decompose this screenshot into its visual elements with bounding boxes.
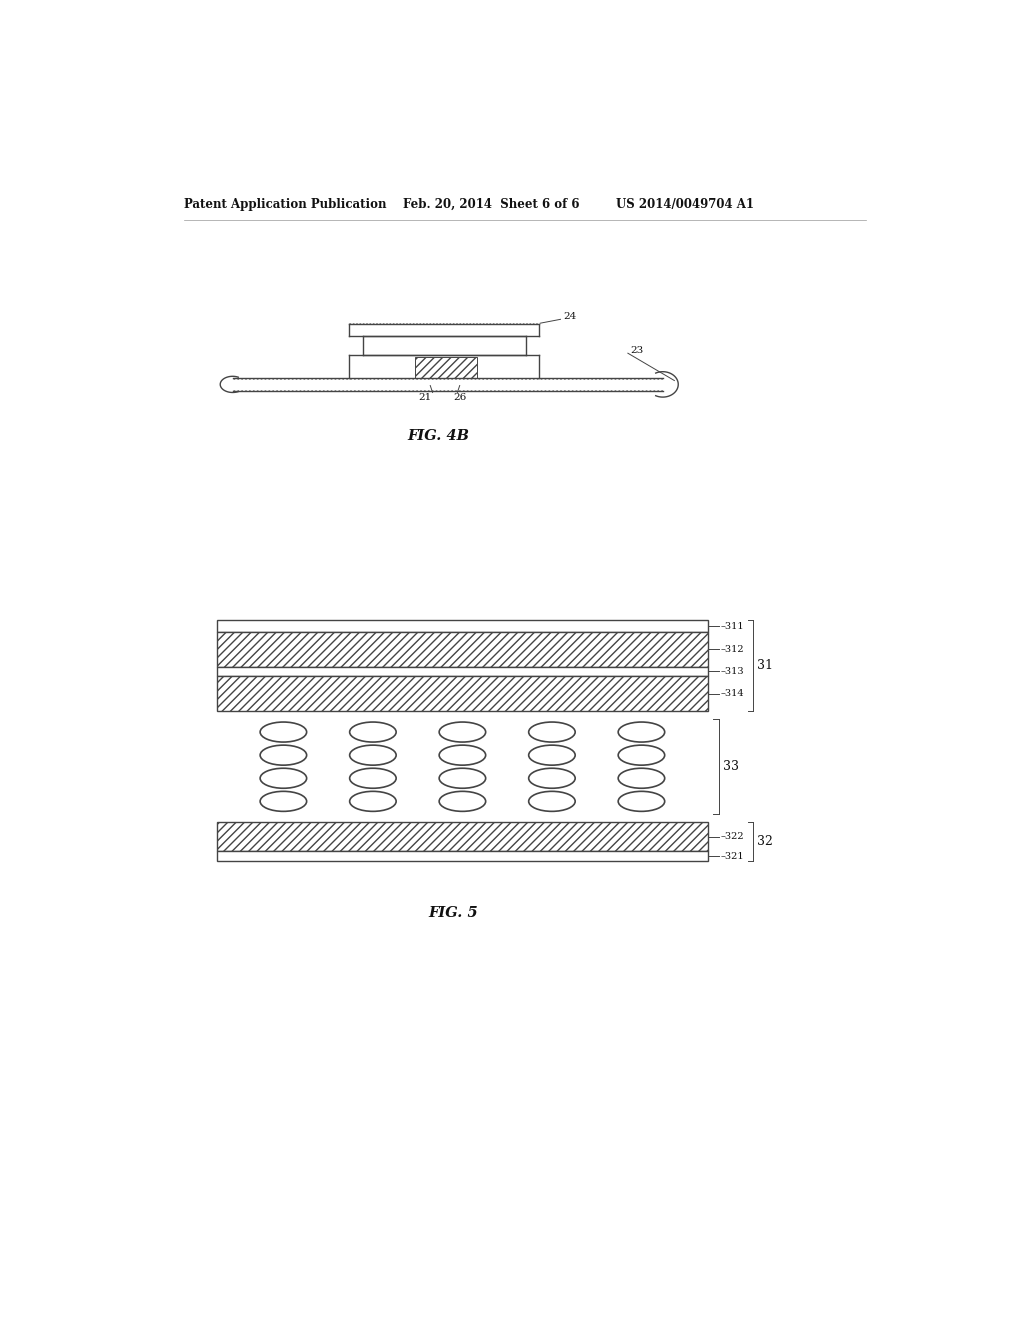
Text: –322: –322: [721, 833, 744, 841]
Ellipse shape: [439, 792, 485, 812]
Ellipse shape: [349, 722, 396, 742]
Text: US 2014/0049704 A1: US 2014/0049704 A1: [616, 198, 755, 211]
Ellipse shape: [349, 744, 396, 766]
Text: Feb. 20, 2014  Sheet 6 of 6: Feb. 20, 2014 Sheet 6 of 6: [403, 198, 580, 211]
Text: 24: 24: [563, 312, 577, 321]
Text: 33: 33: [723, 760, 739, 774]
Bar: [415, 358, 477, 378]
Text: FIG. 5: FIG. 5: [429, 906, 478, 920]
Bar: [217, 822, 708, 851]
Text: –312: –312: [721, 644, 744, 653]
Ellipse shape: [528, 744, 575, 766]
Text: FIG. 4B: FIG. 4B: [407, 429, 469, 442]
Text: –314: –314: [721, 689, 744, 698]
Bar: [217, 632, 708, 667]
Text: 26: 26: [453, 392, 466, 401]
Ellipse shape: [439, 744, 485, 766]
Ellipse shape: [260, 722, 306, 742]
Text: –313: –313: [721, 667, 744, 676]
Ellipse shape: [618, 792, 665, 812]
Text: 23: 23: [630, 346, 643, 355]
Ellipse shape: [618, 722, 665, 742]
Ellipse shape: [439, 768, 485, 788]
Text: 31: 31: [757, 659, 772, 672]
Bar: [217, 851, 708, 861]
Text: –311: –311: [721, 622, 744, 631]
Ellipse shape: [349, 768, 396, 788]
Text: –321: –321: [721, 851, 744, 861]
Ellipse shape: [260, 792, 306, 812]
Text: Patent Application Publication: Patent Application Publication: [183, 198, 386, 211]
Ellipse shape: [349, 792, 396, 812]
Ellipse shape: [618, 744, 665, 766]
Bar: [217, 676, 708, 711]
Text: 32: 32: [757, 834, 772, 847]
Ellipse shape: [528, 768, 575, 788]
Bar: [217, 667, 708, 676]
Ellipse shape: [528, 722, 575, 742]
Ellipse shape: [260, 744, 306, 766]
Ellipse shape: [260, 768, 306, 788]
Ellipse shape: [439, 722, 485, 742]
Ellipse shape: [528, 792, 575, 812]
Text: 21: 21: [418, 392, 431, 401]
Bar: [217, 620, 708, 632]
Ellipse shape: [618, 768, 665, 788]
